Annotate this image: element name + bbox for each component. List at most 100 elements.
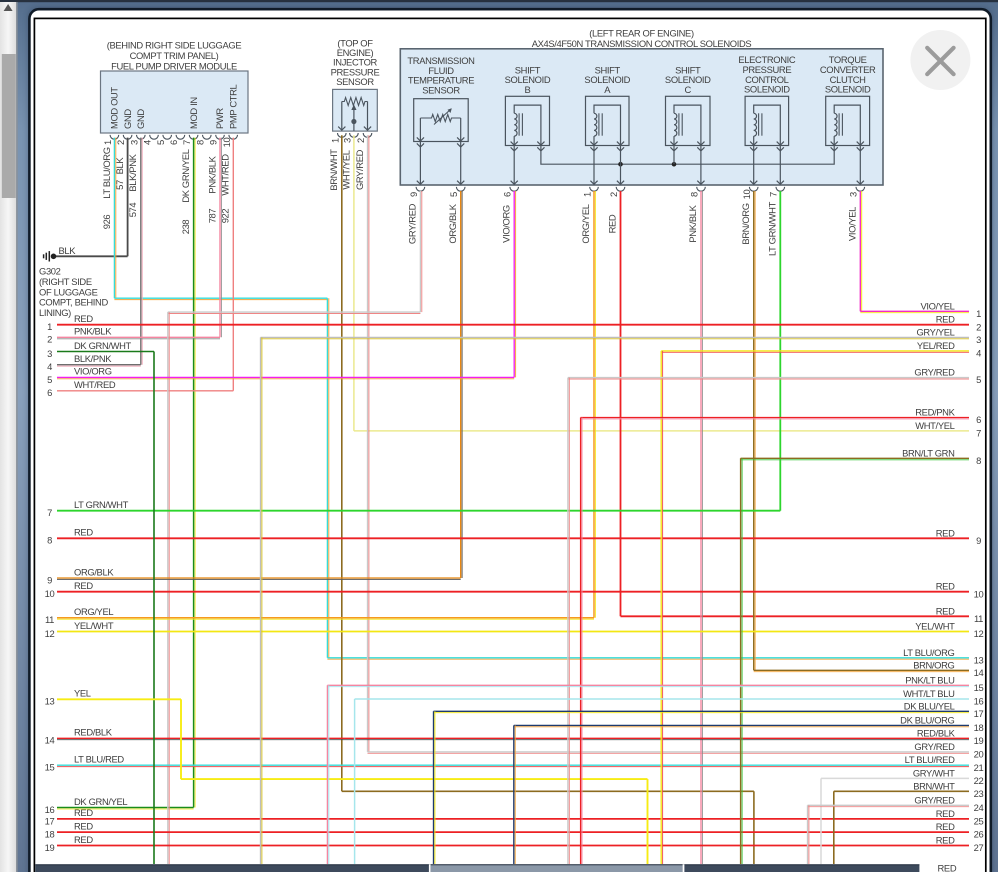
svg-text:CONTROL: CONTROL <box>745 74 789 85</box>
svg-text:2: 2 <box>355 138 366 143</box>
svg-text:21: 21 <box>974 762 984 773</box>
svg-text:2: 2 <box>608 192 619 197</box>
svg-text:3: 3 <box>47 348 52 359</box>
svg-text:RED: RED <box>936 835 955 846</box>
svg-text:4: 4 <box>976 348 981 359</box>
svg-text:LT BLU/ORG: LT BLU/ORG <box>101 147 112 198</box>
svg-text:WHT/YEL: WHT/YEL <box>915 420 954 431</box>
svg-text:5: 5 <box>47 374 52 385</box>
svg-text:BRN/WHT: BRN/WHT <box>328 149 339 191</box>
svg-text:SHIFT: SHIFT <box>515 64 541 75</box>
svg-text:13: 13 <box>974 654 984 665</box>
svg-text:12: 12 <box>45 628 55 639</box>
svg-text:RED: RED <box>938 862 957 872</box>
svg-text:3: 3 <box>976 334 981 345</box>
svg-text:G302: G302 <box>39 266 61 277</box>
svg-text:SOLENOID: SOLENOID <box>744 84 790 95</box>
svg-text:8: 8 <box>47 535 52 546</box>
svg-text:ORG/YEL: ORG/YEL <box>74 606 113 617</box>
svg-text:RED: RED <box>936 808 955 819</box>
svg-text:RED: RED <box>74 820 93 831</box>
svg-text:DK GRN/YEL: DK GRN/YEL <box>74 796 127 807</box>
svg-text:14: 14 <box>974 667 984 678</box>
svg-text:DK BLU/YEL: DK BLU/YEL <box>904 700 955 711</box>
svg-text:10: 10 <box>741 190 752 200</box>
svg-text:787: 787 <box>206 209 217 224</box>
svg-text:BRN/ORG: BRN/ORG <box>913 659 954 670</box>
svg-text:RED: RED <box>936 527 955 538</box>
svg-text:PNK/BLK: PNK/BLK <box>206 155 217 193</box>
svg-text:YEL/RED: YEL/RED <box>917 340 955 351</box>
svg-text:8: 8 <box>976 455 981 466</box>
svg-text:17: 17 <box>974 708 984 719</box>
svg-text:2: 2 <box>115 140 126 145</box>
svg-text:22: 22 <box>974 775 984 786</box>
svg-text:23: 23 <box>974 788 984 799</box>
svg-text:RED: RED <box>74 313 93 324</box>
svg-text:RED/BLK: RED/BLK <box>74 727 113 738</box>
svg-text:9: 9 <box>208 140 219 145</box>
svg-text:YEL/WHT: YEL/WHT <box>915 621 955 632</box>
svg-text:SOLENOID: SOLENOID <box>825 84 871 95</box>
svg-text:SENSOR: SENSOR <box>422 84 460 95</box>
svg-text:10: 10 <box>221 138 232 148</box>
svg-text:17: 17 <box>45 815 55 826</box>
svg-text:SENSOR: SENSOR <box>336 76 374 87</box>
svg-text:RED/BLK: RED/BLK <box>917 727 956 738</box>
svg-text:CONVERTER: CONVERTER <box>820 64 876 75</box>
svg-text:GND: GND <box>122 109 133 129</box>
svg-text:RED: RED <box>936 821 955 832</box>
svg-text:10: 10 <box>45 588 55 599</box>
svg-text:20: 20 <box>974 749 984 760</box>
svg-text:LT GRN/WHT: LT GRN/WHT <box>74 499 129 510</box>
svg-text:VIO/YEL: VIO/YEL <box>920 300 954 311</box>
svg-text:PNK/LT BLU: PNK/LT BLU <box>905 674 955 685</box>
svg-text:4: 4 <box>47 361 52 372</box>
svg-text:7: 7 <box>976 428 981 439</box>
svg-text:PNK/BLK: PNK/BLK <box>74 326 112 337</box>
svg-text:922: 922 <box>220 209 231 224</box>
svg-text:5: 5 <box>976 374 981 385</box>
svg-text:PRESSURE: PRESSURE <box>742 64 791 75</box>
svg-text:15: 15 <box>45 762 55 773</box>
svg-text:3: 3 <box>128 140 139 145</box>
svg-text:1: 1 <box>47 321 52 332</box>
svg-text:18: 18 <box>45 829 55 840</box>
svg-text:VIO/YEL: VIO/YEL <box>847 207 858 241</box>
svg-text:6: 6 <box>502 192 513 197</box>
svg-text:BRN/WHT: BRN/WHT <box>913 780 955 791</box>
svg-text:BRN/LT GRN: BRN/LT GRN <box>902 447 954 458</box>
svg-text:SOLENOID: SOLENOID <box>505 74 551 85</box>
svg-text:13: 13 <box>45 696 55 707</box>
svg-text:PRESSURE: PRESSURE <box>331 66 380 77</box>
svg-text:(TOP OF: (TOP OF <box>337 38 373 49</box>
svg-text:COMPT TRIM PANEL): COMPT TRIM PANEL) <box>130 50 219 61</box>
svg-text:BLK/PNK: BLK/PNK <box>74 353 112 364</box>
svg-text:3: 3 <box>342 138 353 143</box>
svg-text:YEL: YEL <box>74 688 91 699</box>
svg-text:LT BLU/ORG: LT BLU/ORG <box>903 647 954 658</box>
svg-text:BLK: BLK <box>59 245 77 256</box>
svg-text:57: 57 <box>114 180 125 190</box>
svg-text:TEMPERATURE: TEMPERATURE <box>408 75 474 86</box>
svg-text:RED: RED <box>936 581 955 592</box>
svg-text:FLUID: FLUID <box>428 65 454 76</box>
svg-text:GRY/RED: GRY/RED <box>914 741 955 752</box>
svg-text:LT BLU/RED: LT BLU/RED <box>905 754 955 765</box>
svg-text:1: 1 <box>976 308 981 319</box>
svg-text:SHIFT: SHIFT <box>675 64 701 75</box>
svg-text:ORG/BLK: ORG/BLK <box>74 566 114 577</box>
svg-text:26: 26 <box>974 829 984 840</box>
svg-text:DK GRN/WHT: DK GRN/WHT <box>74 340 132 351</box>
svg-text:YEL/WHT: YEL/WHT <box>74 620 114 631</box>
svg-text:B: B <box>524 84 530 95</box>
svg-text:FUEL PUMP DRIVER MODULE: FUEL PUMP DRIVER MODULE <box>111 61 237 72</box>
svg-text:GRY/RED: GRY/RED <box>407 203 418 244</box>
svg-text:LT BLU/RED: LT BLU/RED <box>74 754 124 765</box>
svg-text:TORQUE: TORQUE <box>829 54 867 65</box>
svg-text:7: 7 <box>181 140 192 145</box>
svg-text:19: 19 <box>974 735 984 746</box>
svg-text:GRY/RED: GRY/RED <box>354 149 365 190</box>
svg-text:BLK/PNK: BLK/PNK <box>127 153 138 191</box>
svg-text:25: 25 <box>974 816 984 827</box>
